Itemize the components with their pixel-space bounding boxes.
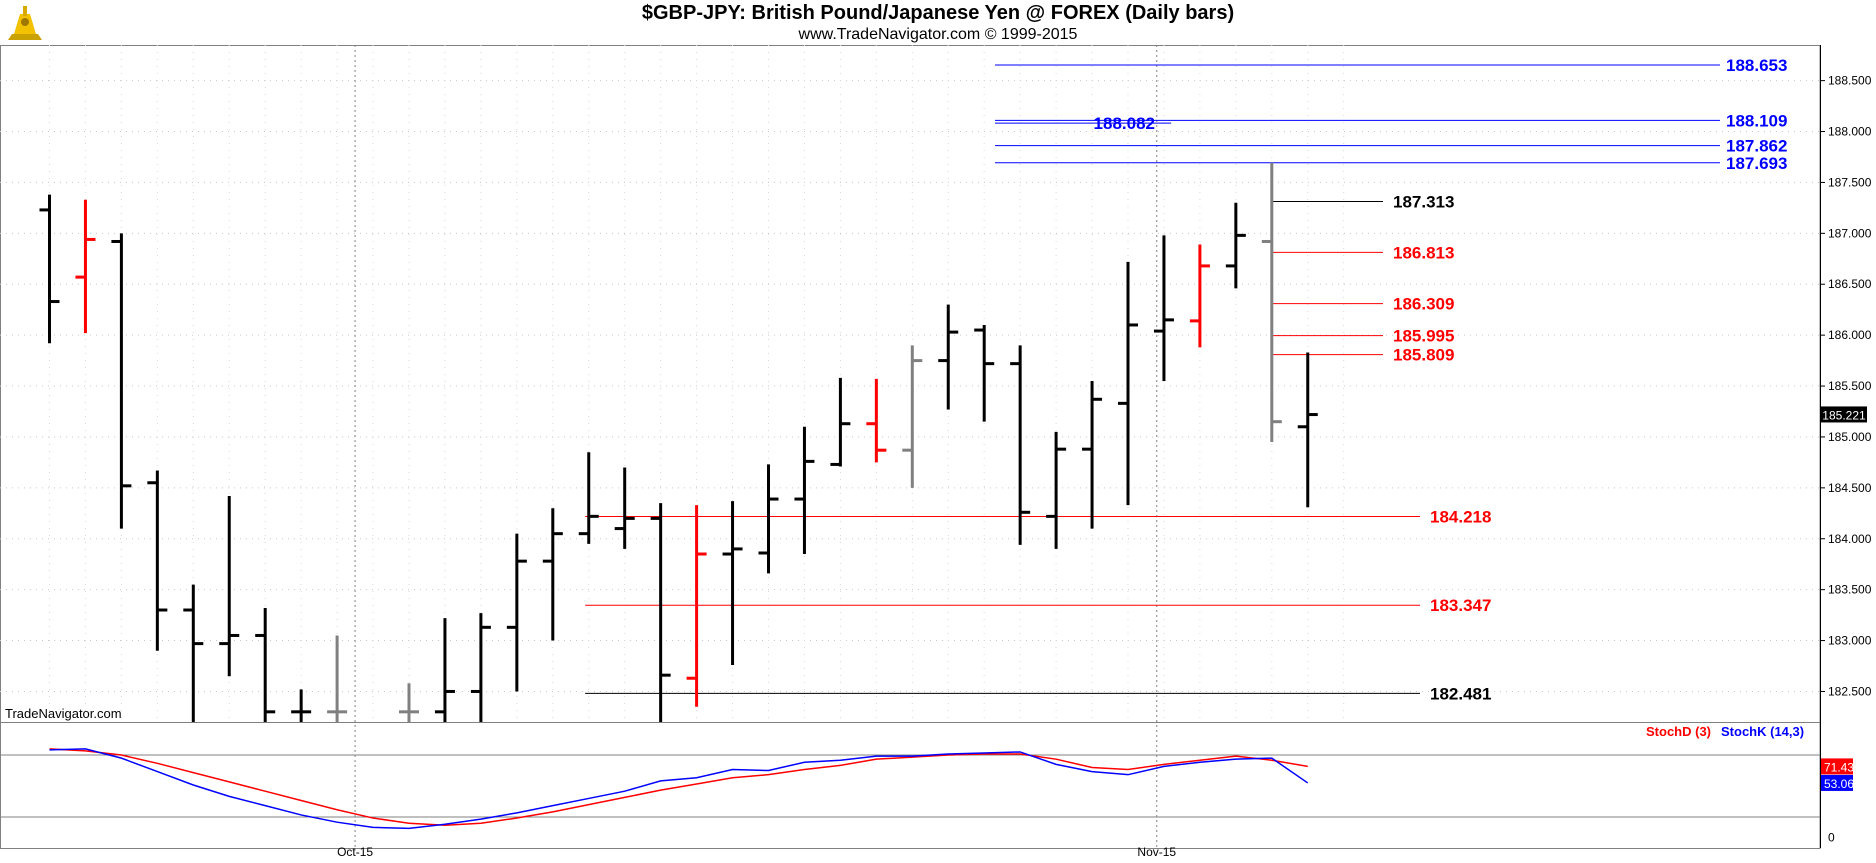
stoch-last-value-label: 71.43 [1824, 760, 1854, 774]
price-level-label: 186.309 [1393, 295, 1454, 314]
y-tick-label: 182.500 [1828, 684, 1872, 698]
y-tick-label: 187.500 [1828, 175, 1872, 189]
price-level-label: 183.347 [1430, 596, 1491, 615]
price-level-label: 188.082 [1094, 114, 1155, 133]
last-price-label: 185.221 [1822, 408, 1866, 422]
price-level-label: 182.481 [1430, 684, 1491, 703]
y-tick-label: 186.500 [1828, 277, 1872, 291]
y-tick-label: 183.500 [1828, 583, 1872, 597]
chart-subtitle: www.TradeNavigator.com © 1999-2015 [798, 26, 1078, 43]
trade-navigator-logo-icon [4, 2, 46, 44]
y-tick-label: 184.500 [1828, 481, 1872, 495]
watermark-text: TradeNavigator.com [5, 706, 122, 721]
price-level-label: 187.313 [1393, 192, 1454, 211]
price-level-label: 185.809 [1393, 346, 1454, 365]
stoch-last-value-box [1821, 758, 1853, 775]
price-panel-frame [0, 45, 1821, 723]
y-tick-label: 185.000 [1828, 430, 1872, 444]
stoch-k-line [49, 748, 1309, 830]
stoch-y-tick-label: 0 [1828, 831, 1835, 845]
x-tick-label: Nov-15 [1137, 845, 1176, 859]
y-tick-label: 185.500 [1828, 379, 1872, 393]
stoch-d-line [49, 748, 1308, 827]
price-level-label: 187.862 [1726, 137, 1787, 156]
y-tick-label: 184.000 [1828, 532, 1872, 546]
price-level-label: 185.995 [1393, 327, 1454, 346]
stoch-panel-frame [0, 722, 1821, 849]
stoch-k-legend: StochK (14,3) [1721, 724, 1805, 739]
last-price-box [1821, 406, 1867, 423]
y-tick-label: 187.000 [1828, 226, 1872, 240]
price-level-label: 184.218 [1430, 508, 1491, 527]
price-level-label: 187.693 [1726, 154, 1787, 173]
y-tick-label: 188.000 [1828, 125, 1872, 139]
price-level-label: 188.109 [1726, 111, 1787, 130]
y-tick-label: 188.500 [1828, 74, 1872, 88]
stoch-d-legend: StochD (3) [1646, 724, 1711, 739]
y-tick-label: 186.000 [1828, 328, 1872, 342]
price-level-label: 186.813 [1393, 243, 1454, 262]
y-tick-label: 183.000 [1828, 634, 1872, 648]
price-level-label: 188.653 [1726, 56, 1787, 75]
stoch-last-value-box [1821, 774, 1853, 791]
chart-title: $GBP-JPY: British Pound/Japanese Yen @ F… [641, 2, 1235, 24]
x-tick-label: Oct-15 [337, 845, 373, 859]
stoch-last-value-label: 53.06 [1824, 777, 1854, 791]
